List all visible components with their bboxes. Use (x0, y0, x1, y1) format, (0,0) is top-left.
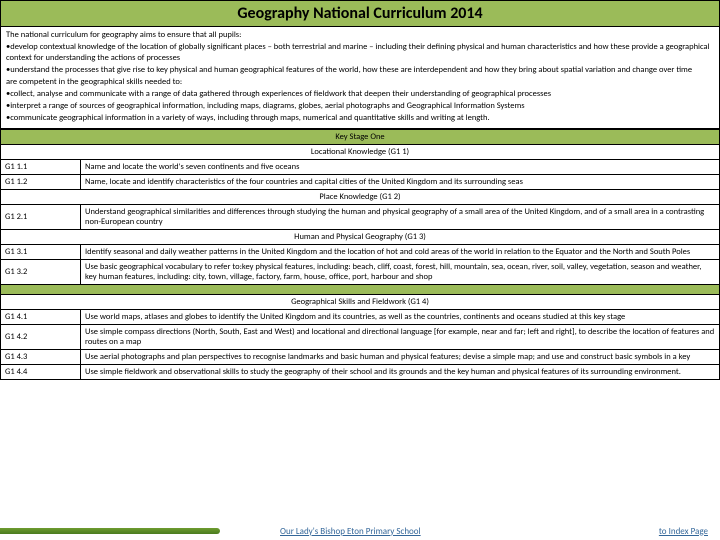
stage-header: Key Stage One (1, 130, 720, 145)
section-header-human-physical: Human and Physical Geography (G1 3) (1, 230, 720, 245)
row-code: G1 3.1 (1, 245, 81, 260)
table-row: G1 4.3Use aerial photographs and plan pe… (1, 350, 720, 365)
row-text: Understand geographical similarities and… (81, 205, 720, 230)
table-row: G1 1.1Name and locate the world's seven … (1, 160, 720, 175)
table-row: G1 3.2Use basic geographical vocabulary … (1, 260, 720, 285)
row-code: G1 4.2 (1, 325, 81, 350)
row-text: Use simple compass directions (North, So… (81, 325, 720, 350)
intro-text: The national curriculum for geography ai… (0, 27, 720, 129)
section-header-locational: Locational Knowledge (G1 1) (1, 145, 720, 160)
table-row: G1 4.2Use simple compass directions (Nor… (1, 325, 720, 350)
intro-line: •understand the processes that give rise… (6, 65, 714, 76)
row-text: Name and locate the world's seven contin… (81, 160, 720, 175)
school-link[interactable]: Our Lady's Bishop Eton Primary School (280, 526, 421, 537)
row-code: G1 4.3 (1, 350, 81, 365)
intro-line: •interpret a range of sources of geograp… (6, 101, 714, 112)
table-row: G1 2.1Understand geographical similariti… (1, 205, 720, 230)
intro-line: •develop contextual knowledge of the loc… (6, 42, 714, 64)
table-row: G1 4.1Use world maps, atlases and globes… (1, 310, 720, 325)
footer-accent-bar (0, 528, 220, 534)
table-row: G1 1.2Name, locate and identify characte… (1, 175, 720, 190)
page-title: Geography National Curriculum 2014 (0, 0, 720, 27)
curriculum-table: Key Stage One Locational Knowledge (G1 1… (0, 129, 720, 380)
row-text: Use basic geographical vocabulary to ref… (81, 260, 720, 285)
row-code: G1 4.1 (1, 310, 81, 325)
footer: Our Lady's Bishop Eton Primary School to… (0, 522, 720, 540)
row-code: G1 1.2 (1, 175, 81, 190)
table-row: G1 4.4Use simple fieldwork and observati… (1, 365, 720, 380)
intro-line: •communicate geographical information in… (6, 113, 714, 124)
row-code: G1 1.1 (1, 160, 81, 175)
divider-row (1, 285, 720, 295)
section-header-place: Place Knowledge (G1 2) (1, 190, 720, 205)
intro-line: The national curriculum for geography ai… (6, 30, 714, 41)
index-link[interactable]: to Index Page (659, 526, 708, 537)
row-code: G1 4.4 (1, 365, 81, 380)
intro-line: •collect, analyse and communicate with a… (6, 89, 714, 100)
intro-line: are competent in the geographical skills… (6, 77, 714, 88)
row-text: Use world maps, atlases and globes to id… (81, 310, 720, 325)
row-code: G1 2.1 (1, 205, 81, 230)
row-text: Use aerial photographs and plan perspect… (81, 350, 720, 365)
row-text: Use simple fieldwork and observational s… (81, 365, 720, 380)
section-header-skills: Geographical Skills and Fieldwork (G1 4) (1, 295, 720, 310)
row-code: G1 3.2 (1, 260, 81, 285)
row-text: Name, locate and identify characteristic… (81, 175, 720, 190)
table-row: G1 3.1Identify seasonal and daily weathe… (1, 245, 720, 260)
row-text: Identify seasonal and daily weather patt… (81, 245, 720, 260)
